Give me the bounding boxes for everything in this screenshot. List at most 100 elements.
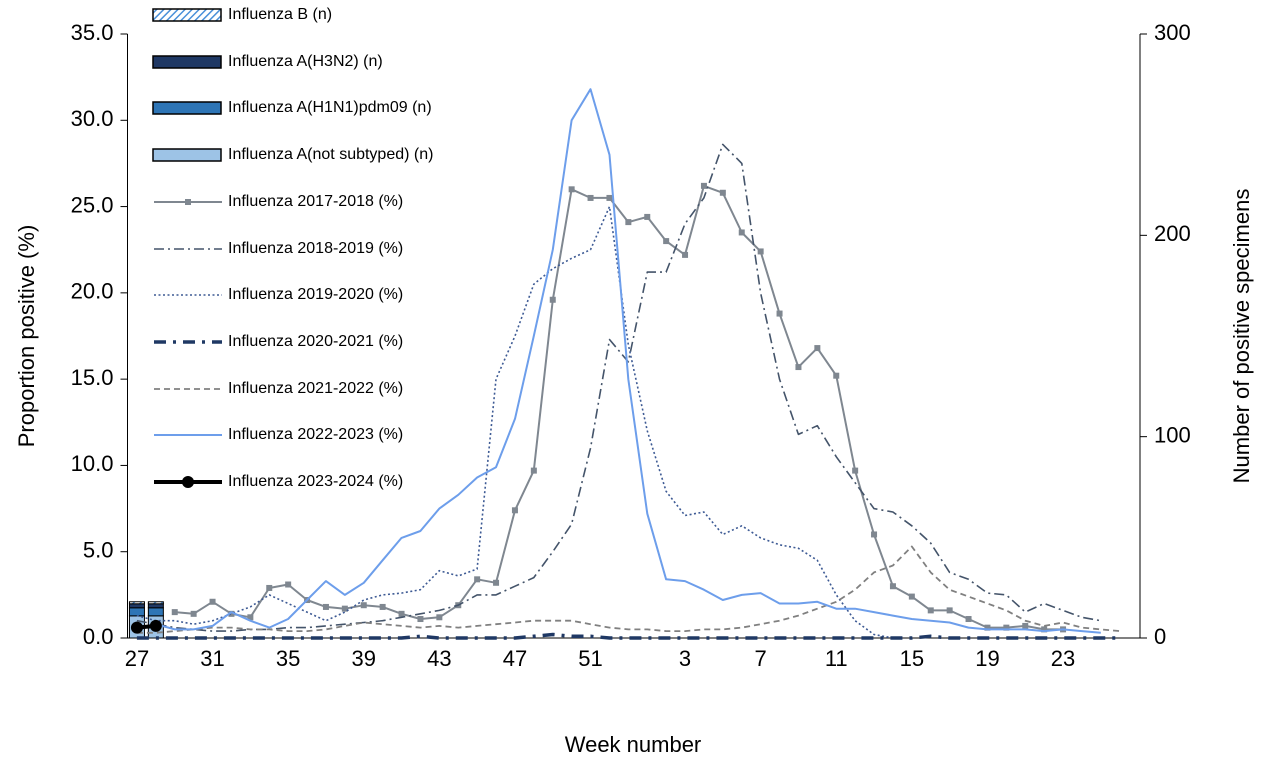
marker <box>417 616 424 623</box>
marker <box>927 607 934 614</box>
y-axis-title: Proportion positive (%) <box>14 225 39 448</box>
y-tick-label: 0.0 <box>83 624 114 649</box>
x-tick-label: 27 <box>125 646 149 671</box>
line <box>136 205 894 639</box>
marker <box>852 467 859 474</box>
legend-symbol <box>154 294 222 296</box>
legend-symbol <box>154 434 222 437</box>
y-tick-label: 10.0 <box>71 451 114 476</box>
legend-label: Influenza 2018-2019 (%) <box>228 239 404 257</box>
marker <box>530 467 537 474</box>
marker <box>247 614 254 621</box>
marker <box>738 229 745 236</box>
x-tick-label: 31 <box>200 646 224 671</box>
x-tick-label: 43 <box>427 646 451 671</box>
legend-symbol <box>154 387 222 390</box>
x-tick-label: 19 <box>975 646 999 671</box>
legend-swatch <box>152 101 222 116</box>
bar <box>147 601 164 605</box>
bar <box>147 607 164 617</box>
marker <box>719 189 726 196</box>
legend: Influenza B (n) Influenza A(H3N2) (n) Infl… <box>152 0 472 500</box>
marker <box>814 345 821 352</box>
marker <box>625 219 632 226</box>
marker <box>493 579 500 586</box>
marker <box>606 194 613 201</box>
legend-entry: Influenza 2017-2018 (%) <box>152 193 442 211</box>
marker <box>1003 624 1010 631</box>
x-tick-label: 51 <box>578 646 602 671</box>
legend-label: Influenza 2022-2023 (%) <box>228 426 404 444</box>
marker <box>946 607 953 614</box>
legend-entry: Influenza 2018-2019 (%) <box>152 240 442 258</box>
marker <box>149 619 162 632</box>
marker <box>776 310 783 317</box>
x-tick-label: 11 <box>825 646 848 671</box>
bar <box>128 603 145 609</box>
marker <box>360 602 367 609</box>
legend-entry: Influenza 2022-2023 (%) <box>152 426 442 444</box>
y-tick-label: 30.0 <box>71 106 114 131</box>
legend-label: Influenza A(H3N2) (n) <box>228 52 383 70</box>
legend-entry: Influenza 2020-2021 (%) <box>152 333 442 351</box>
legend-swatch <box>152 54 222 69</box>
marker <box>663 238 670 245</box>
marker <box>644 213 651 220</box>
y-tick-label: 20.0 <box>71 279 114 304</box>
y-tick-label: 15.0 <box>71 365 114 390</box>
legend-symbol <box>152 101 222 116</box>
y2-tick-label: 0 <box>1154 624 1166 649</box>
bar <box>128 607 145 617</box>
marker <box>889 583 896 590</box>
x-tick-label: 39 <box>352 646 376 671</box>
bar <box>147 603 164 609</box>
legend-label: Influenza 2019-2020 (%) <box>228 286 404 304</box>
y-tick-label: 25.0 <box>71 192 114 217</box>
y2-axis-title: Number of positive specimens <box>1229 189 1254 484</box>
bar <box>128 601 145 605</box>
legend-swatch <box>152 8 222 22</box>
marker <box>285 581 292 588</box>
legend-label: Influenza 2023-2024 (%) <box>228 473 404 490</box>
marker <box>130 621 143 634</box>
legend-label: Influenza 2020-2021 (%) <box>228 332 404 350</box>
legend-symbol <box>154 247 222 250</box>
marker <box>984 624 991 631</box>
marker <box>474 576 481 583</box>
legend-entry: Influenza 2023-2024 (%) <box>152 473 442 491</box>
legend-label: Influenza 2017-2018 (%) <box>228 192 404 210</box>
y2-tick-label: 200 <box>1154 221 1191 246</box>
marker <box>228 610 235 617</box>
x-tick-label: 47 <box>503 646 527 671</box>
marker <box>568 186 575 193</box>
legend-swatch <box>152 148 222 162</box>
marker <box>266 584 273 591</box>
marker <box>1041 626 1048 633</box>
marker <box>341 605 348 612</box>
legend-symbol <box>154 340 222 344</box>
marker <box>908 593 915 600</box>
legend-entry: Influenza A(not subtyped) (n) <box>152 146 442 164</box>
legend-symbol <box>154 476 222 488</box>
marker <box>871 531 878 538</box>
legend-entry: Influenza A(H3N2) (n) <box>152 53 442 71</box>
marker <box>965 616 972 623</box>
legend-label: Influenza A(H1N1)pdm09 (n) <box>228 99 432 117</box>
line <box>136 632 1120 640</box>
marker <box>1022 622 1029 629</box>
marker <box>757 248 764 255</box>
legend-marker <box>182 476 194 488</box>
line <box>155 88 1101 634</box>
legend-label: Influenza B (n) <box>228 6 333 23</box>
marker <box>795 364 802 371</box>
marker <box>398 610 405 617</box>
legend-symbol <box>154 198 222 205</box>
legend-entry: Influenza A(H1N1)pdm09 (n) <box>152 99 442 117</box>
legend-label: Influenza 2021-2022 (%) <box>228 379 404 397</box>
legend-symbol <box>152 148 222 162</box>
y-tick-label: 5.0 <box>83 538 114 563</box>
line <box>136 143 1101 632</box>
marker <box>587 194 594 201</box>
